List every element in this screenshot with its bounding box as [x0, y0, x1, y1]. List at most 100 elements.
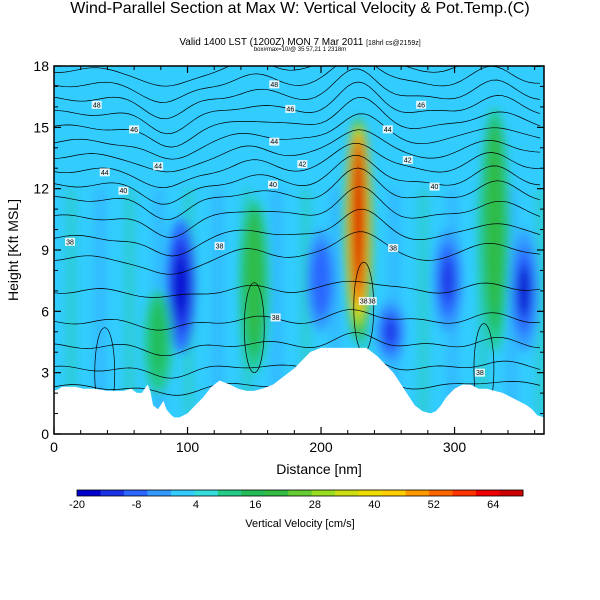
contour-label: 44	[99, 168, 110, 177]
updraft-core	[247, 213, 262, 343]
contour-label-text: 38	[476, 370, 484, 377]
downdraft-core	[174, 256, 187, 316]
theta-contour	[54, 66, 541, 87]
colorbar-segment	[100, 490, 125, 496]
contour-label: 40	[429, 182, 440, 191]
colorbar-segment	[499, 490, 524, 496]
x-tick-label: 200	[309, 439, 333, 455]
theta-contour	[54, 143, 541, 188]
colorbar-segment	[452, 490, 477, 496]
updraft-core	[150, 299, 166, 376]
contour-label-text: 38	[216, 243, 224, 250]
contour-label: 38	[214, 241, 225, 250]
colorbar-segment	[170, 490, 195, 496]
contour-label-text: 48	[93, 102, 101, 109]
colorbar-segment	[217, 490, 242, 496]
colorbar-segment	[358, 490, 383, 496]
contour-label-text: 44	[270, 139, 278, 146]
y-tick-label: 12	[33, 181, 49, 197]
contour-label: 44	[382, 125, 393, 134]
downdraft-core	[384, 318, 397, 346]
contour-label-text: 38	[360, 299, 368, 306]
colorbar-segment	[311, 490, 336, 496]
colorbar-segment	[123, 490, 148, 496]
colorbar-segment	[335, 490, 360, 496]
contour-label-text: 38	[66, 239, 74, 246]
contour-label-text: 40	[120, 188, 128, 195]
potential-temperature-contours	[54, 66, 541, 418]
contour-label-text: 40	[269, 182, 277, 189]
contour-label: 46	[416, 100, 427, 109]
theta-contour	[54, 66, 541, 103]
theta-contour	[54, 208, 541, 257]
contour-label-text: 38	[272, 315, 280, 322]
downdraft-core	[517, 263, 531, 318]
contour-label-text: 44	[101, 170, 109, 177]
contour-label: 38	[366, 297, 377, 306]
theta-contour	[54, 309, 541, 331]
colorbar-segment	[194, 490, 219, 496]
theta-contour	[54, 81, 541, 135]
colorbar-segment	[147, 490, 172, 496]
colorbar-label: Vertical Velocity [cm/s]	[245, 518, 354, 530]
y-tick-label: 0	[41, 426, 49, 442]
y-tick-label: 9	[41, 242, 49, 258]
contour-label-text: 38	[368, 299, 376, 306]
contour-label-text: 42	[404, 158, 412, 165]
contour-label: 42	[402, 156, 413, 165]
theta-contour	[54, 113, 541, 160]
contour-label: 38	[270, 313, 281, 322]
contour-label-text: 44	[154, 164, 162, 171]
chart-title-text: Wind-Parallel Section at Max W: Vertical…	[70, 0, 508, 17]
colorbar-segment	[77, 490, 101, 496]
x-tick-label: 100	[176, 439, 200, 455]
colorbar-frame	[76, 489, 524, 497]
colorbar-segment	[405, 490, 430, 496]
chart-subtitle-secondary: box#max=10/@ 35 57,21 1 2318m	[253, 47, 347, 53]
theta-contour	[54, 167, 541, 221]
contour-label: 38	[358, 297, 369, 306]
colorbar-segment	[241, 490, 266, 496]
contour-label: 40	[118, 186, 129, 195]
contour-label: 42	[297, 160, 308, 169]
colorbar-tick-label: 28	[309, 499, 321, 511]
contour-label: 48	[269, 80, 280, 89]
theta-contour	[54, 280, 541, 298]
contour-label: 48	[91, 100, 102, 109]
contour-label-text: 46	[130, 127, 138, 134]
x-axis-label: Distance [nm]	[276, 461, 362, 477]
colorbar-segment	[429, 490, 454, 496]
colorbar-segment	[382, 490, 407, 496]
colorbar-segment	[476, 490, 501, 496]
theta-contour	[243, 282, 265, 374]
updraft-core	[354, 144, 363, 289]
terrain	[54, 347, 544, 434]
x-tick-label: 0	[50, 439, 58, 455]
colorbar-segment	[264, 490, 289, 496]
contour-label-text: 48	[270, 82, 278, 89]
colorbar-tick-label: 4	[193, 499, 199, 511]
theta-contour	[54, 155, 541, 205]
contour-label: 38	[388, 243, 399, 252]
y-tick-label: 18	[33, 58, 49, 74]
contour-label-text: 38	[389, 245, 397, 252]
colorbar-tick-label: 52	[428, 499, 440, 511]
x-tick-label: 300	[443, 439, 467, 455]
contour-label-text: 46	[286, 106, 294, 113]
y-tick-label: 3	[41, 365, 49, 381]
chart-subtitle-text: Valid 1400 LST (1200Z) MON 7 Mar 2011	[179, 37, 364, 48]
downdraft-core	[441, 258, 455, 304]
theta-contour	[54, 231, 541, 275]
y-axis-label: Height [Kft MSL]	[5, 199, 21, 301]
contour-label-text: 44	[384, 127, 392, 134]
colorbar-tick-label: -20	[69, 499, 85, 511]
colorbar-tick-label: -8	[132, 499, 142, 511]
theta-contour	[54, 68, 541, 120]
theta-contour	[54, 186, 541, 238]
terrain-mask	[54, 347, 544, 434]
colorbar: -20 -8 4 16 28 40 52 64	[69, 489, 524, 511]
contour-label: 44	[269, 137, 280, 146]
downdraft-core	[314, 258, 328, 304]
